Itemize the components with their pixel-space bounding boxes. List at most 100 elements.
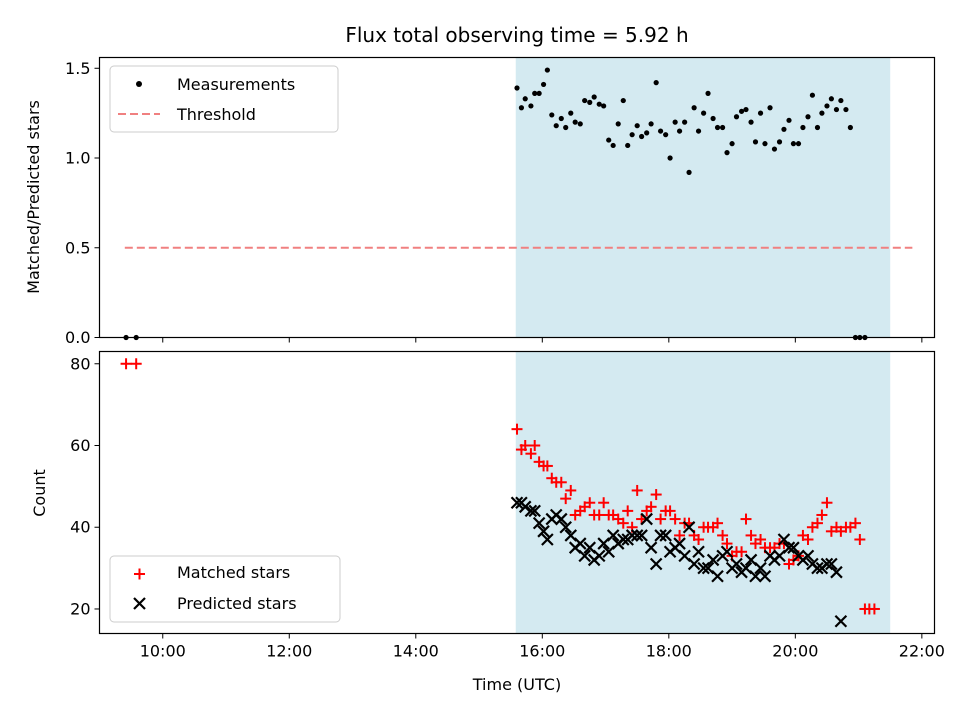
threshold-legend-label: Threshold [176, 105, 256, 124]
measurements-point [549, 112, 555, 118]
predicted-stars-point-b [635, 529, 648, 542]
predicted-stars-point [720, 545, 734, 559]
predicted-stars-point-b [754, 561, 767, 575]
measurements-point [648, 121, 654, 127]
matched-stars-point [854, 534, 866, 545]
predicted-stars-point-b [541, 533, 554, 546]
matched-stars-point [584, 497, 596, 509]
x-tick-label: 14:00 [393, 642, 439, 661]
matched-stars-point [120, 358, 132, 370]
matched-stars-point [740, 513, 752, 525]
predicted-stars-point-b [692, 545, 705, 559]
predicted-stars-point [616, 533, 630, 546]
y-tick-label: 60 [70, 436, 90, 455]
predicted-stars-point [640, 512, 653, 526]
predicted-stars-point-b [820, 557, 834, 571]
predicted-stars-point [644, 541, 658, 554]
predicted-stars-point [559, 520, 572, 534]
predicted-stars-point [649, 557, 663, 571]
predicted-stars-point-b [834, 614, 848, 628]
measurements-point [695, 128, 702, 134]
predicted-stars-point-b [811, 561, 824, 575]
matched-stars-point [529, 440, 541, 451]
matched-stars-legend-marker [134, 568, 145, 580]
measurements-point [577, 121, 583, 127]
matched-stars-point [811, 517, 823, 529]
measurements-point [572, 119, 578, 125]
measurements-point [653, 80, 659, 86]
predicted-stars-point-b [644, 541, 658, 554]
matched-stars-point [617, 517, 629, 529]
y-tick-label: 20 [70, 599, 90, 618]
bottom-y-axis-label: Count [30, 469, 49, 517]
predicted-stars-point [730, 557, 743, 571]
measurements-point [601, 103, 607, 109]
x-tick-label: 16:00 [519, 642, 565, 661]
predicted-stars-point [510, 496, 524, 509]
predicted-stars-point-b [559, 520, 572, 534]
matched-stars-point [525, 448, 537, 460]
measurements-point [805, 114, 811, 120]
measurements-point [710, 115, 716, 122]
y-tick-label: 0.5 [65, 238, 90, 257]
predicted-stars-point-b [777, 533, 791, 546]
predicted-stars-point [518, 500, 532, 514]
measurements-point [625, 142, 631, 149]
measurements-point [767, 105, 773, 111]
predicted-stars-point-b [573, 537, 587, 550]
predicted-stars-point-b [528, 504, 541, 518]
measurements-point [587, 99, 593, 105]
measurements-point [781, 126, 787, 132]
measurements-point [771, 146, 778, 152]
predicted-stars-legend-label: Predicted stars [177, 594, 297, 613]
measurements-point [596, 101, 602, 107]
measurements-point [724, 150, 730, 156]
measurements-point [518, 105, 525, 111]
predicted-stars-point [830, 565, 843, 579]
measurements-point [752, 139, 759, 145]
predicted-stars-point-b [654, 529, 667, 542]
matched-stars-point [511, 423, 523, 435]
predicted-stars-point [706, 553, 720, 567]
measurements-point [800, 124, 806, 131]
matched-stars-point [565, 484, 577, 496]
predicted-stars-point [801, 549, 815, 563]
measurements-point [639, 133, 645, 140]
measurements-point [847, 124, 853, 131]
observing-span-shade-bottom [515, 351, 891, 634]
x-tick-label: 12:00 [266, 642, 312, 661]
predicted-stars-point-b [673, 537, 686, 550]
predicted-stars-point-b [630, 529, 644, 542]
top-y-axis-label: Matched/Predicted stars [24, 100, 43, 294]
predicted-stars-point [630, 529, 644, 542]
bottom-panel: 20 40 60 80 10:00 12:00 14:00 16:00 18:00 20:00 2… [30, 350, 945, 694]
predicted-stars-point [541, 533, 554, 546]
measurements-point [563, 124, 569, 131]
matched-stars-point [821, 497, 833, 509]
predicted-stars-point-b [649, 557, 663, 571]
predicted-stars-point-b [555, 512, 568, 526]
predicted-stars-point [787, 541, 800, 554]
measurements-point [701, 110, 707, 116]
measurements-point [610, 142, 616, 149]
predicted-stars-point [749, 570, 762, 583]
predicted-stars-point-b [659, 529, 672, 542]
measurements-point [657, 128, 664, 134]
measurements-point [532, 90, 538, 96]
predicted-stars-point [555, 512, 568, 526]
measurements-legend-marker [136, 81, 142, 87]
predicted-stars-point-b [510, 496, 524, 509]
matched-stars-point [555, 476, 567, 488]
matched-stars-point [669, 513, 681, 525]
measurements-point [663, 132, 669, 138]
measurements-point [540, 81, 547, 88]
predicted-stars-point [528, 504, 541, 518]
matched-stars-point [598, 497, 610, 509]
bottom-legend-box [109, 555, 341, 623]
predicted-stars-point [606, 529, 620, 542]
measurements-point [738, 108, 745, 114]
measurements-point [776, 139, 783, 145]
measurements-point [553, 123, 559, 129]
predicted-stars-point [834, 614, 848, 628]
top-legend: Measurements Threshold [109, 65, 339, 133]
